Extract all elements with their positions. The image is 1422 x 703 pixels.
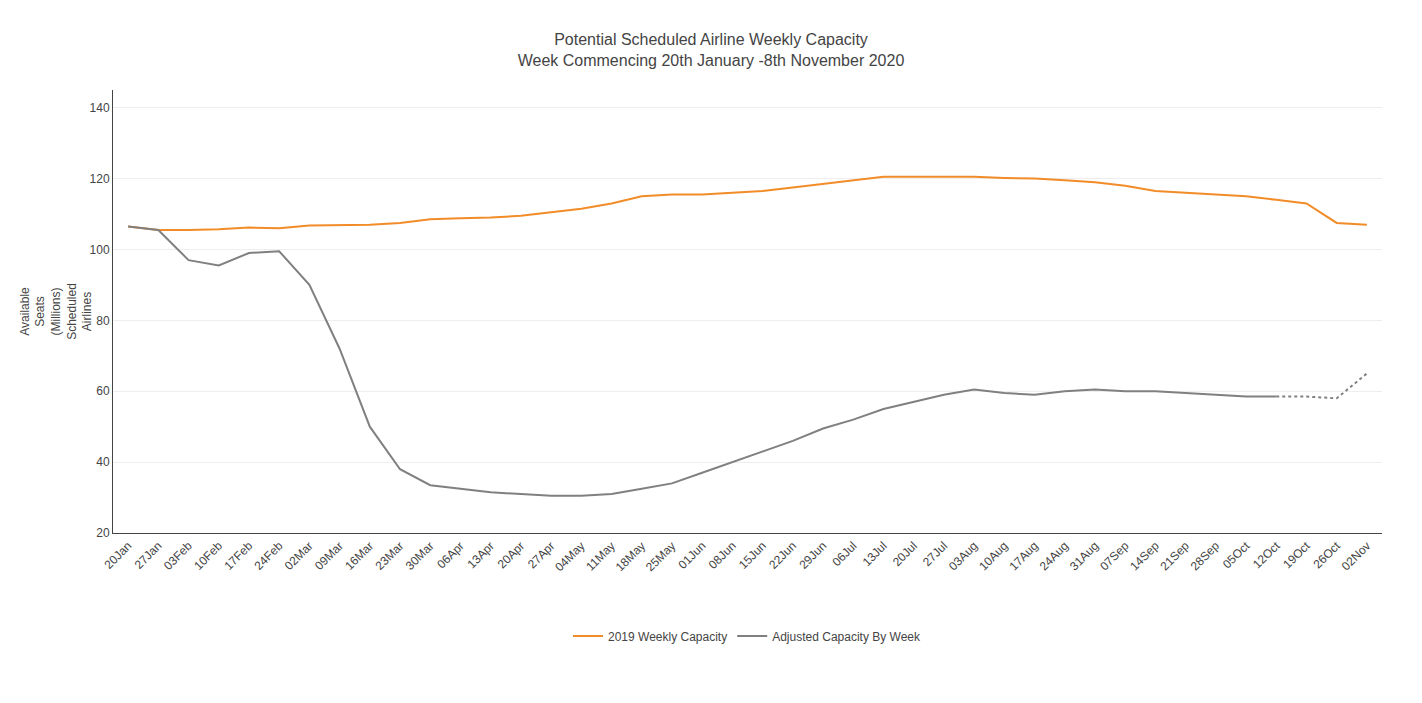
svg-text:23Mar: 23Mar [372,539,406,573]
svg-text:05Oct: 05Oct [1220,538,1253,571]
svg-text:20Apr: 20Apr [495,539,528,572]
svg-text:22Jun: 22Jun [766,539,799,572]
svg-text:20Jan: 20Jan [101,539,134,572]
svg-text:24Aug: 24Aug [1037,539,1071,573]
svg-text:21Sep: 21Sep [1158,539,1193,574]
svg-text:29Jun: 29Jun [796,539,829,572]
svg-text:27Apr: 27Apr [525,539,558,572]
svg-text:120: 120 [90,172,110,186]
svg-text:13Jul: 13Jul [860,539,890,569]
svg-text:09Mar: 09Mar [312,539,346,573]
svg-text:28Sep: 28Sep [1188,539,1223,574]
svg-text:40: 40 [96,455,110,469]
svg-text:27Jan: 27Jan [132,539,165,572]
svg-text:Adjusted Capacity By Week: Adjusted Capacity By Week [772,630,921,644]
svg-text:24Feb: 24Feb [252,539,286,573]
svg-text:30Mar: 30Mar [403,539,437,573]
svg-text:13Apr: 13Apr [464,539,497,572]
svg-text:18May: 18May [613,539,648,574]
svg-text:17Aug: 17Aug [1006,539,1040,573]
svg-text:06Apr: 06Apr [434,539,467,572]
svg-text:2019 Weekly Capacity: 2019 Weekly Capacity [608,630,727,644]
svg-text:01Jun: 01Jun [676,539,709,572]
svg-text:03Feb: 03Feb [161,539,195,573]
svg-text:26Oct: 26Oct [1311,538,1344,571]
svg-text:31Aug: 31Aug [1067,539,1101,573]
svg-text:15Jun: 15Jun [736,539,769,572]
svg-text:Potential Scheduled Airline We: Potential Scheduled Airline Weekly Capac… [518,31,905,69]
svg-text:06Jul: 06Jul [829,539,859,569]
svg-text:04May: 04May [552,539,587,574]
svg-text:11May: 11May [583,539,618,574]
svg-text:10Feb: 10Feb [191,539,225,573]
svg-text:80: 80 [96,314,110,328]
svg-text:140: 140 [90,101,110,115]
svg-text:27Jul: 27Jul [920,539,950,569]
svg-text:14Sep: 14Sep [1127,539,1162,574]
svg-text:02Nov: 02Nov [1339,539,1373,573]
svg-text:17Feb: 17Feb [221,539,255,573]
svg-text:100: 100 [90,243,110,257]
svg-text:10Aug: 10Aug [976,539,1010,573]
svg-text:19Oct: 19Oct [1280,538,1313,571]
svg-text:20Jul: 20Jul [890,539,920,569]
svg-text:25May: 25May [643,539,678,574]
svg-text:16Mar: 16Mar [342,539,376,573]
svg-text:60: 60 [96,384,110,398]
svg-text:08Jun: 08Jun [706,539,739,572]
svg-text:07Sep: 07Sep [1097,539,1132,574]
svg-text:AvailableSeats(Millions)Schedu: AvailableSeats(Millions)ScheduledAirline… [18,283,94,340]
svg-text:02Mar: 02Mar [282,539,316,573]
svg-text:12Oct: 12Oct [1250,538,1283,571]
svg-text:20: 20 [96,526,110,540]
svg-text:03Aug: 03Aug [946,539,980,573]
